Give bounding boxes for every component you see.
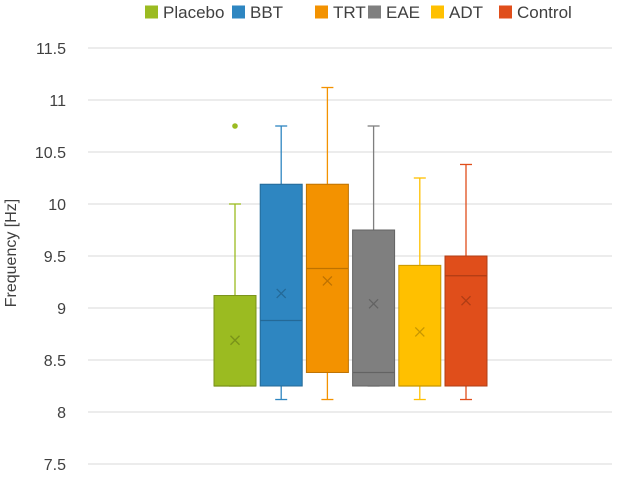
legend-label: Placebo xyxy=(163,3,224,22)
box-trt xyxy=(305,86,349,401)
y-axis: 7.5 8 8.5 9 9.5 10 10.5 11 11.5 xyxy=(35,41,66,474)
legend-label: Control xyxy=(517,3,572,22)
plot-area xyxy=(213,86,488,401)
mean-marker xyxy=(322,276,333,286)
mean-marker xyxy=(276,288,287,299)
box-placebo xyxy=(213,123,257,387)
legend-swatch xyxy=(145,5,158,19)
y-tick-label: 10 xyxy=(48,197,66,214)
legend-swatch xyxy=(431,5,444,19)
legend: Placebo BBT TRT EAE ADT Control xyxy=(145,3,572,22)
legend-swatch xyxy=(368,5,381,19)
mean-marker xyxy=(414,326,425,337)
box-body xyxy=(398,264,442,387)
legend-label: EAE xyxy=(386,3,420,22)
y-tick-label: 9.5 xyxy=(44,249,66,266)
mean-marker xyxy=(230,335,240,346)
box-body xyxy=(444,255,488,387)
y-tick-label: 9 xyxy=(57,301,66,318)
legend-label: BBT xyxy=(250,3,283,22)
legend-swatch xyxy=(499,5,512,19)
box-bbt xyxy=(259,125,303,401)
box-adt xyxy=(398,177,442,401)
legend-swatch xyxy=(315,5,328,19)
box-eae xyxy=(352,125,396,387)
legend-label: TRT xyxy=(333,3,366,22)
legend-swatch xyxy=(232,5,245,19)
outlier-point xyxy=(232,123,238,129)
y-tick-label: 11 xyxy=(49,93,66,110)
box-body xyxy=(259,183,303,387)
mean-marker xyxy=(368,298,379,309)
y-tick-label: 7.5 xyxy=(44,457,66,473)
y-tick-label: 8 xyxy=(57,405,66,422)
box-body xyxy=(352,229,396,387)
legend-label: ADT xyxy=(449,3,483,22)
y-tick-label: 10.5 xyxy=(35,145,66,162)
y-tick-label: 11.5 xyxy=(36,41,66,58)
box-body xyxy=(305,183,349,373)
y-tick-label: 8.5 xyxy=(44,353,66,370)
grid-lines xyxy=(88,47,612,465)
mean-marker xyxy=(461,295,471,306)
box-control xyxy=(444,163,488,401)
y-axis-title: Frequency [Hz] xyxy=(3,199,20,307)
